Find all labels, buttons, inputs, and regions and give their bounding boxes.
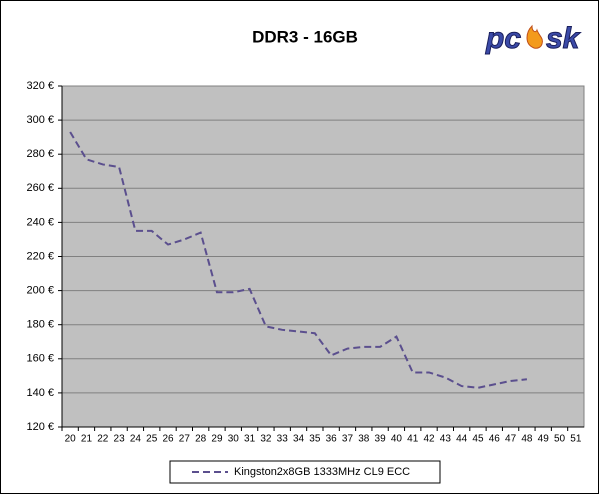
logo: pc sk (485, 21, 582, 55)
y-tick-label: 240 € (26, 216, 54, 228)
y-tick-label: 260 € (26, 182, 54, 194)
legend (169, 460, 441, 484)
x-tick-label: 31 (244, 434, 256, 445)
x-tick-label: 39 (375, 434, 387, 445)
x-tick-label: 41 (407, 434, 419, 445)
x-tick-label: 34 (293, 434, 305, 445)
x-tick-label: 35 (309, 434, 321, 445)
x-tick-label: 33 (277, 434, 289, 445)
x-tick-label: 28 (195, 434, 207, 445)
logo-text: pc (485, 22, 521, 55)
x-tick-label: 22 (97, 434, 109, 445)
x-tick-label: 24 (130, 434, 142, 445)
x-tick-label: 45 (472, 434, 484, 445)
x-tick-label: 26 (162, 434, 174, 445)
y-tick-label: 160 € (26, 353, 54, 365)
y-tick-label: 220 € (26, 250, 54, 262)
y-tick-label: 180 € (26, 319, 54, 331)
x-tick-label: 37 (342, 434, 354, 445)
x-tick-label: 27 (179, 434, 191, 445)
x-tick-label: 44 (456, 434, 468, 445)
y-tick-label: 140 € (26, 387, 54, 399)
x-tick-label: 43 (440, 434, 452, 445)
x-tick-label: 30 (228, 434, 240, 445)
x-tick-label: 38 (358, 434, 370, 445)
logo-flame (526, 24, 543, 49)
x-tick-label: 49 (538, 434, 550, 445)
x-tick-label: 46 (489, 434, 501, 445)
logo-text: sk (546, 22, 581, 55)
x-tick-label: 23 (114, 434, 126, 445)
series-line (69, 131, 528, 389)
x-tick-label: 36 (326, 434, 338, 445)
x-tick-label: 32 (260, 434, 272, 445)
x-tick-label: 42 (423, 434, 435, 445)
x-tick-label: 40 (391, 434, 403, 445)
x-tick-label: 51 (570, 434, 582, 445)
y-tick-label: 300 € (26, 114, 54, 126)
x-tick-label: 47 (505, 434, 517, 445)
y-tick-label: 320 € (26, 80, 54, 92)
x-tick-label: 50 (554, 434, 566, 445)
y-tick-label: 120 € (26, 421, 54, 433)
y-tick-label: 200 € (26, 285, 54, 297)
x-tick-label: 21 (81, 434, 93, 445)
x-tick-label: 29 (211, 434, 223, 445)
x-tick-label: 48 (521, 434, 533, 445)
x-tick-label: 25 (146, 434, 158, 445)
y-tick-label: 280 € (26, 148, 54, 160)
x-tick-label: 20 (65, 434, 77, 445)
chart-title: DDR3 - 16GB (252, 27, 358, 46)
legend-label: Kingston2x8GB 1333MHz CL9 ECC (234, 466, 410, 478)
